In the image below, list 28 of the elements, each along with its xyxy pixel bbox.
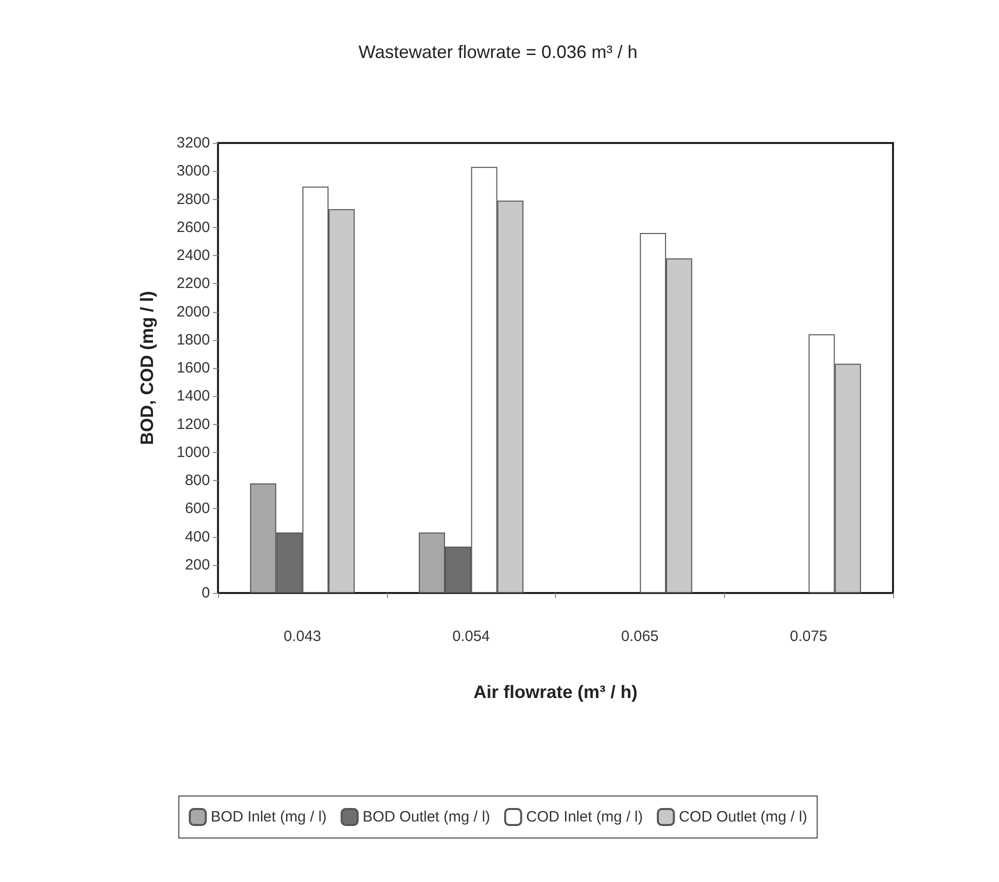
y-tick-label: 2400 [176,247,210,264]
legend-label: COD Outlet (mg / l) [678,808,808,826]
y-axis-title: BOD, COD (mg / l) [137,291,157,445]
y-tick-label: 1400 [176,388,210,405]
x-tick-label: 0.043 [284,628,322,645]
y-tick-label: 600 [184,500,210,518]
y-tick-label: 200 [184,556,210,574]
y-tick-label: 1200 [176,416,210,433]
y-tick-label: 1600 [176,360,210,376]
x-tick-label: 0.075 [790,628,828,645]
y-tick-label: 2600 [176,218,210,236]
legend-label: COD Inlet (mg / l) [526,808,643,826]
y-tick-label: 400 [184,528,210,546]
x-tick-label: 0.054 [452,628,490,645]
x-tick-label: 0.065 [621,628,659,645]
chart-title: Wastewater flowrate = 0.036 m³ / h [358,42,638,62]
y-tick-label: 3000 [176,162,210,180]
legend-label: BOD Inlet (mg / l) [210,808,327,826]
y-tick-label: 2200 [176,275,210,292]
y-tick-label: 1800 [176,331,210,348]
y-tick-label: 2000 [176,303,210,320]
y-tick-label: 1000 [176,444,210,461]
y-tick-label: 0 [202,584,210,602]
y-tick-label: 3200 [176,134,210,152]
y-tick-label: 2800 [176,190,210,208]
legend-label: BOD Outlet (mg / l) [362,808,490,826]
x-axis-title: Air flowrate (m³ / h) [473,682,638,702]
y-tick-label: 800 [184,472,210,489]
